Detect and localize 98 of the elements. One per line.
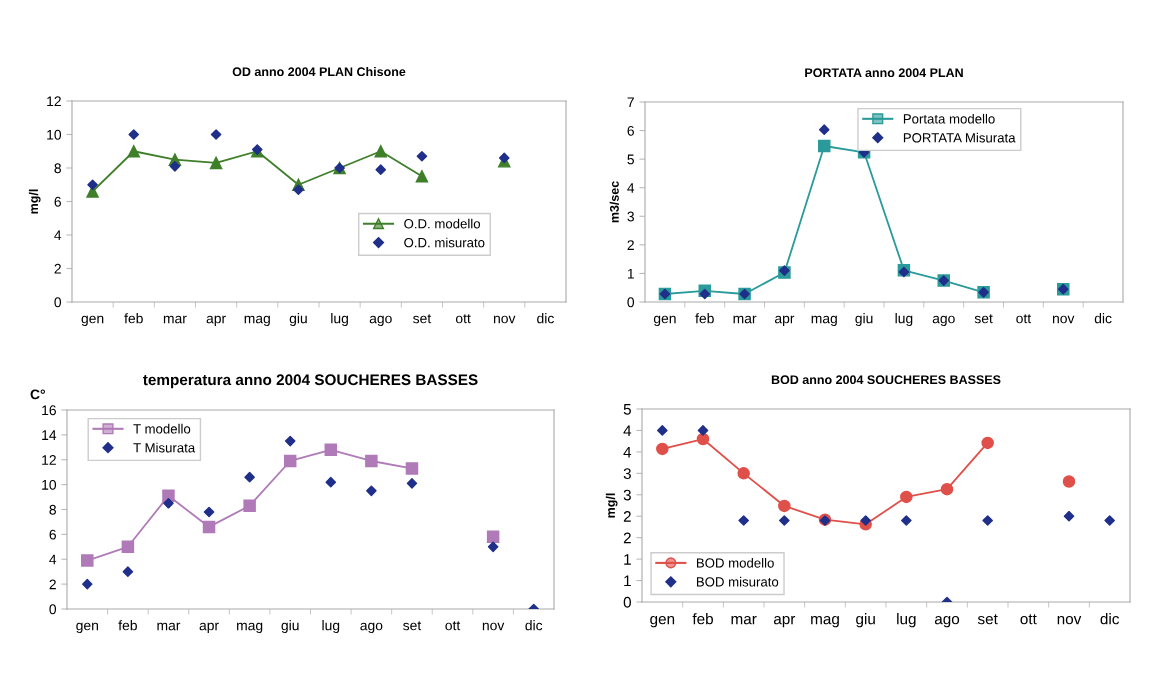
- y-axis-title: mg/l: [605, 493, 618, 518]
- x-tick-label: apr: [773, 615, 796, 628]
- y-tick-label: 1: [627, 268, 634, 279]
- x-tick-label: ago: [932, 315, 955, 327]
- y-tick-label: 7: [627, 97, 634, 108]
- y-tick-label: 1: [624, 554, 631, 565]
- x-tick-label: set: [403, 621, 422, 631]
- x-tick-label: ago: [369, 315, 392, 327]
- y-tick-label: 0: [54, 297, 62, 308]
- y-tick-label: 4: [54, 230, 62, 241]
- x-tick-label: apr: [774, 315, 795, 327]
- y-tick-label: 6: [49, 529, 56, 540]
- y-tick-label: 4: [49, 554, 57, 565]
- x-tick-label: gen: [653, 315, 676, 327]
- y-tick-label: 0: [627, 297, 635, 308]
- legend-label: O.D. misurato: [404, 237, 485, 248]
- x-tick-label: ott: [1016, 314, 1032, 324]
- legend-label: T modello: [133, 423, 191, 434]
- x-tick-label: mag: [237, 622, 263, 634]
- x-tick-label: feb: [124, 313, 143, 324]
- y-tick-label: 6: [627, 125, 634, 136]
- legend-label: BOD misurato: [696, 576, 779, 587]
- x-tick-label: feb: [118, 620, 137, 631]
- y-axis-title: m3/sec: [609, 181, 619, 223]
- y-tick-label: 4: [627, 183, 635, 193]
- x-tick-label: dic: [525, 620, 543, 631]
- x-tick-label: giu: [856, 613, 875, 628]
- y-tick-label: 0: [49, 604, 57, 615]
- x-tick-label: feb: [695, 313, 714, 324]
- x-tick-label: ott: [445, 621, 461, 631]
- y-tick-label: 10: [47, 129, 62, 140]
- x-tick-label: gen: [76, 622, 98, 634]
- x-tick-label: ott: [1020, 614, 1037, 625]
- y-axis-title: C°: [30, 389, 45, 400]
- y-tick-label: 14: [42, 430, 57, 440]
- y-axis-title: mg/l: [28, 189, 41, 214]
- x-tick-label: mag: [811, 315, 837, 327]
- y-tick-label: 6: [54, 196, 61, 207]
- y-tick-label: 4: [623, 425, 632, 436]
- x-tick-label: giu: [281, 620, 299, 634]
- y-tick-label: 2: [49, 579, 56, 590]
- x-tick-label: mag: [244, 315, 270, 327]
- x-tick-label: set: [974, 314, 993, 324]
- chart-title: OD anno 2004 PLAN Chisone: [232, 66, 406, 77]
- x-tick-label: nov: [1057, 615, 1082, 625]
- x-tick-label: mar: [733, 315, 757, 324]
- x-tick-label: mar: [731, 615, 757, 625]
- x-tick-label: ago: [360, 622, 383, 634]
- x-tick-label: lug: [322, 620, 340, 634]
- chart-title: BOD anno 2004 SOUCHERES BASSES: [771, 375, 1001, 385]
- y-tick-label: 2: [623, 511, 631, 522]
- x-tick-label: lug: [331, 313, 348, 327]
- x-tick-label: set: [413, 314, 432, 324]
- y-tick-label: 3: [623, 489, 631, 501]
- x-tick-label: gen: [81, 315, 104, 327]
- x-tick-label: set: [977, 614, 998, 625]
- legend-label: T Misurata: [133, 442, 196, 453]
- x-tick-label: dic: [1100, 613, 1120, 625]
- x-tick-label: mag: [811, 615, 839, 628]
- x-tick-label: nov: [1052, 315, 1075, 324]
- y-tick-label: 5: [623, 404, 631, 415]
- y-tick-label: 3: [627, 211, 634, 222]
- y-tick-label: 3: [623, 468, 631, 480]
- x-tick-label: ott: [455, 314, 471, 324]
- x-tick-label: lug: [897, 613, 916, 628]
- legend-label: PORTATA Misurata: [903, 132, 1016, 143]
- x-tick-label: apr: [206, 315, 226, 327]
- y-tick-label: 10: [42, 479, 57, 490]
- y-tick-label: 2: [627, 240, 634, 250]
- x-tick-label: dic: [537, 313, 554, 324]
- y-tick-label: 1: [624, 575, 631, 587]
- y-tick-label: 8: [54, 163, 61, 174]
- y-tick-label: 5: [627, 154, 634, 165]
- y-tick-label: 2: [623, 532, 631, 544]
- x-tick-label: feb: [692, 613, 713, 625]
- x-tick-label: nov: [493, 315, 516, 324]
- x-tick-label: giu: [289, 313, 307, 327]
- y-tick-label: 12: [47, 96, 61, 107]
- x-tick-label: giu: [855, 313, 873, 327]
- y-tick-label: 2: [54, 263, 61, 274]
- x-tick-label: nov: [482, 622, 505, 631]
- y-tick-label: 8: [49, 504, 56, 515]
- x-tick-label: mar: [163, 315, 187, 324]
- y-tick-label: 4: [623, 446, 632, 458]
- chart-title: PORTATA anno 2004 PLAN: [805, 68, 963, 78]
- legend-label: O.D. modello: [404, 218, 481, 229]
- y-tick-label: 16: [42, 405, 56, 416]
- legend-label: Portata modello: [903, 113, 995, 124]
- y-tick-label: 12: [42, 455, 56, 465]
- chart-title: temperatura anno 2004 SOUCHERES BASSES: [143, 374, 478, 389]
- x-tick-label: gen: [650, 615, 675, 628]
- legend-label: BOD modello: [696, 557, 774, 568]
- x-tick-label: lug: [895, 313, 913, 327]
- x-tick-label: apr: [199, 622, 219, 634]
- x-tick-label: mar: [157, 622, 181, 631]
- y-tick-label: 0: [623, 596, 631, 608]
- x-tick-label: dic: [1094, 313, 1112, 324]
- x-tick-label: ago: [934, 615, 960, 628]
